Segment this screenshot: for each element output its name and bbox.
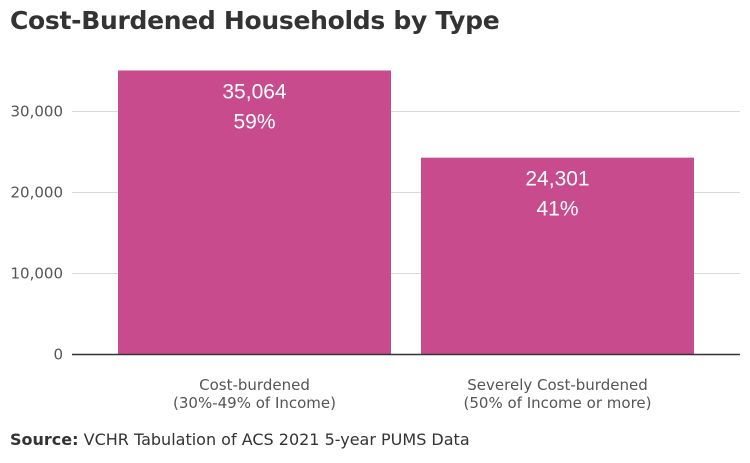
bar-percent-label: 41% <box>536 198 578 221</box>
source-text: VCHR Tabulation of ACS 2021 5-year PUMS … <box>78 430 470 449</box>
bars: 35,064 59% 24,301 41% <box>118 70 694 355</box>
bar-percent-label: 59% <box>233 110 275 133</box>
y-tick-label: 30,000 <box>11 103 64 121</box>
x-tick-label: (50% of Income or more) <box>464 394 652 412</box>
chart-title: Cost-Burdened Households by Type <box>10 6 500 35</box>
x-tick-label: Severely Cost-burdened <box>467 376 647 394</box>
bar-value-label: 35,064 <box>222 80 287 103</box>
x-tick-label: (30%-49% of Income) <box>173 394 336 412</box>
source-note: Source: VCHR Tabulation of ACS 2021 5-ye… <box>10 430 470 449</box>
y-axis-ticks: 0 10,000 20,000 30,000 <box>11 103 64 364</box>
y-tick-label: 10,000 <box>11 265 64 283</box>
x-tick-label: Cost-burdened <box>199 376 310 394</box>
bar <box>421 157 694 355</box>
bar-value-label: 24,301 <box>525 168 589 191</box>
y-tick-label: 20,000 <box>11 184 64 202</box>
y-tick-label: 0 <box>53 346 63 364</box>
bar <box>118 70 391 355</box>
x-axis-labels: Cost-burdened(30%-49% of Income) Severely… <box>173 376 651 412</box>
source-label: Source: <box>10 430 79 449</box>
